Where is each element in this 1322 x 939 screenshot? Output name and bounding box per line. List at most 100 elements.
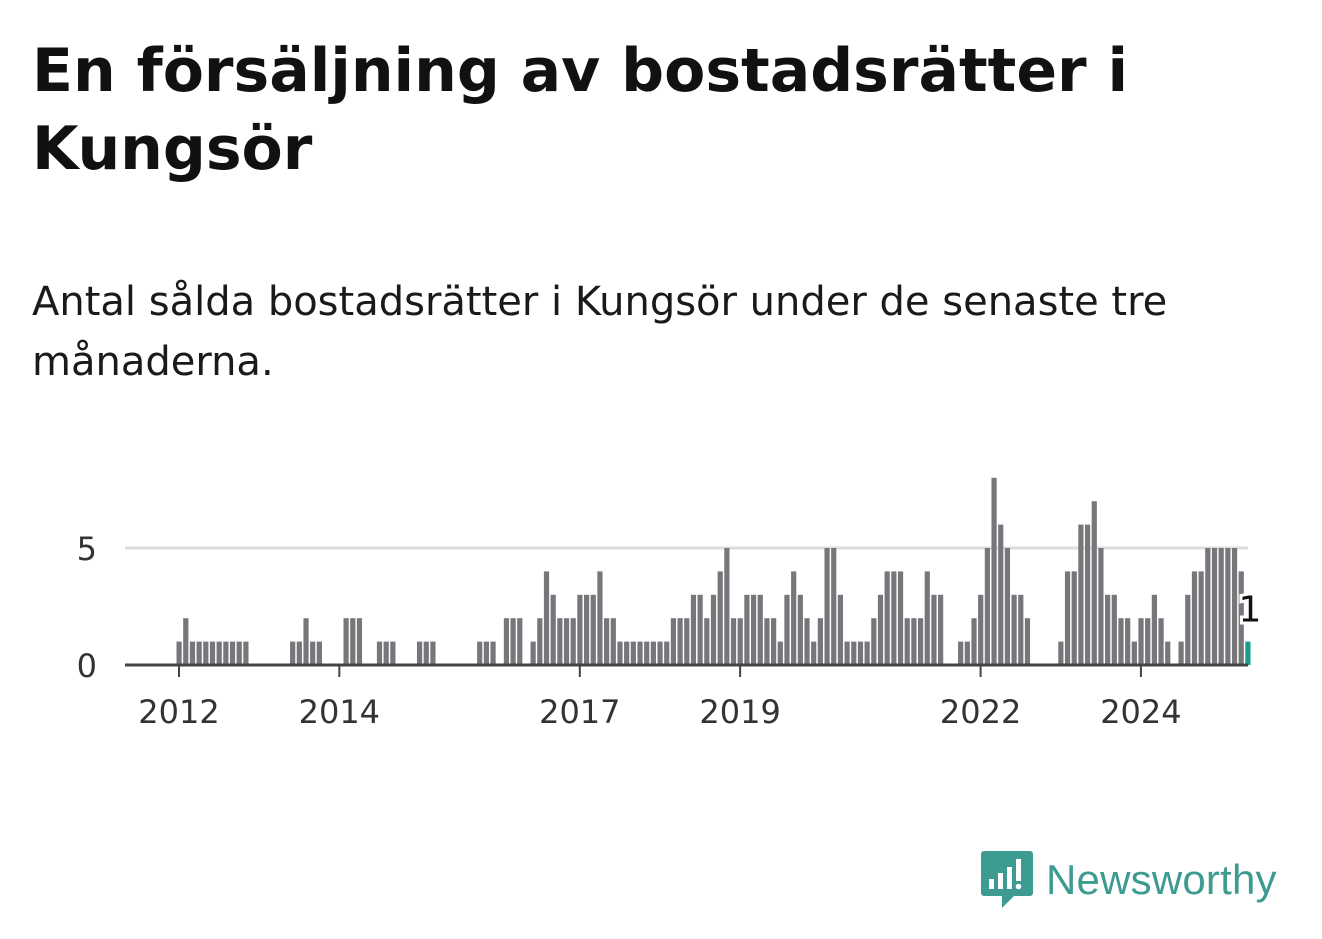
highlight-value-label: 1 [1238,590,1261,631]
bar [203,641,209,665]
bar [216,641,222,665]
bar [911,618,917,665]
bar [223,641,229,665]
bar [717,571,723,665]
bar [597,571,603,665]
x-tick-label: 2012 [138,693,219,731]
bar [1011,594,1017,665]
bar [784,594,790,665]
newsworthy-logo-icon [981,851,1033,908]
bar [1185,594,1191,665]
bar [1024,618,1031,665]
bar [530,641,536,665]
bar [583,594,590,665]
x-tick-label: 2017 [539,693,620,731]
bar [229,641,236,665]
bar [1078,524,1084,665]
bar [664,641,670,665]
bar [650,641,656,665]
bar [844,641,850,665]
brand-name: Newsworthy [1046,856,1277,903]
x-tick-label: 2024 [1100,693,1181,731]
bars [176,477,1251,665]
bar [644,641,650,665]
bar [817,618,823,665]
bar [517,618,523,665]
bar [837,594,844,665]
bar [416,641,423,665]
bar [557,618,563,665]
chart-subtitle: Antal sålda bostadsrätter i Kungsör unde… [32,279,1168,385]
axes [125,663,1248,677]
y-tick-label: 0 [77,647,97,685]
x-tick-label: 2014 [299,693,380,731]
bar [730,618,737,665]
bar [998,524,1004,665]
bar [577,594,583,665]
bar [750,594,757,665]
bar [931,594,937,665]
bar [196,641,202,665]
bar [917,618,924,665]
bar [877,594,884,665]
bar [1178,641,1184,665]
bar [1225,548,1231,665]
bar [791,571,797,665]
bar [1058,641,1064,665]
bar [904,618,910,665]
bar [570,618,576,665]
bar [1151,594,1157,665]
bar [764,618,770,665]
bar [797,594,803,665]
bar [310,641,316,665]
bar [684,618,690,665]
bar [637,641,643,665]
bar [1105,594,1111,665]
bar [503,618,510,665]
bar [1211,548,1218,665]
bar [189,641,196,665]
bar [864,641,870,665]
bar [1145,618,1151,665]
bar [897,571,904,665]
bar [1098,548,1104,665]
bar [183,618,189,665]
bar [236,641,242,665]
bar [176,641,182,665]
bar [1131,641,1137,665]
bar [891,571,897,665]
bar [777,641,783,665]
bar [1118,618,1124,665]
bar [563,618,570,665]
bar [724,548,730,665]
chart-title: En försäljning av bostadsrätter i Kungsö… [32,36,1129,184]
bar [744,594,750,665]
bar [924,571,930,665]
bar [697,594,703,665]
x-tick-label: 2022 [940,693,1021,731]
bar [857,641,864,665]
newsworthy-brand: Newsworthy [980,848,1277,912]
bar [804,618,810,665]
bar [1158,618,1164,665]
bar-chart: 0 5 2012 2014 2017 2019 2022 2024 1 [77,477,1264,731]
bar [938,594,944,665]
bar [824,548,830,665]
bar [1238,571,1244,665]
bar [617,641,623,665]
bar [958,641,964,665]
bar [1138,618,1144,665]
bar [490,641,496,665]
bar [1091,501,1097,665]
bar [376,641,383,665]
bar [290,641,296,665]
bar [483,641,489,665]
bar [737,618,743,665]
bar [510,618,516,665]
bar [677,618,683,665]
bar [537,618,543,665]
bar [423,641,429,665]
bar [771,618,777,665]
bar [1218,548,1224,665]
bar [1064,571,1071,665]
